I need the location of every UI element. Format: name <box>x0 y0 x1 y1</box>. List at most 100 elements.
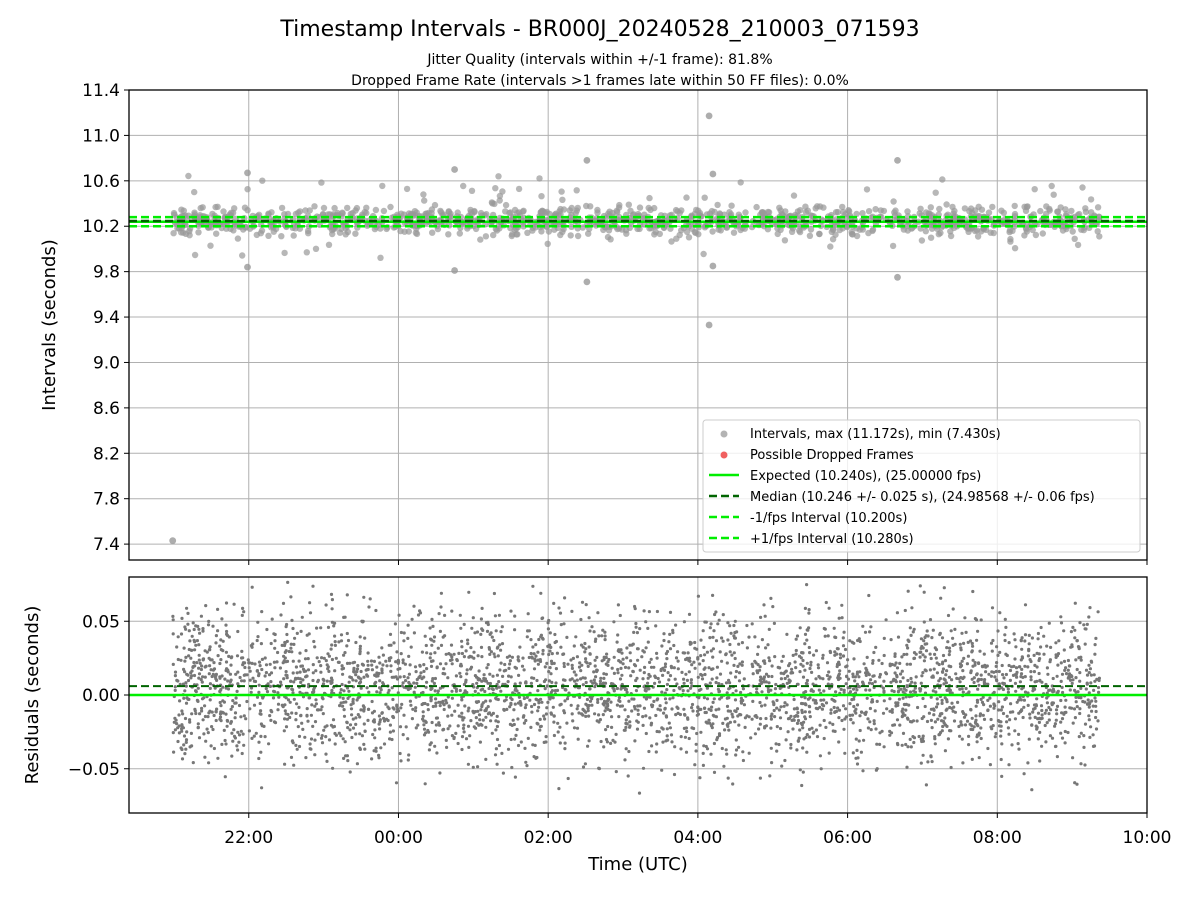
residual-point <box>921 736 925 741</box>
residual-point <box>932 708 936 712</box>
residual-point <box>851 672 855 676</box>
residual-point <box>655 651 659 656</box>
residual-point <box>540 700 544 704</box>
residual-point <box>624 725 628 730</box>
residual-point <box>257 674 261 678</box>
residual-point <box>940 712 944 716</box>
residual-point <box>200 706 204 711</box>
residual-point <box>413 709 418 713</box>
residual-point <box>422 675 426 679</box>
residual-point <box>1040 708 1044 713</box>
residual-point <box>767 681 771 685</box>
residual-point <box>843 717 847 721</box>
residual-point <box>629 674 633 678</box>
residual-point <box>647 672 651 677</box>
residual-point <box>749 736 753 740</box>
residual-point <box>1027 642 1031 646</box>
residual-point <box>239 715 243 719</box>
residual-point <box>210 658 214 662</box>
residual-point <box>624 718 628 722</box>
residual-point <box>463 690 468 695</box>
residual-point <box>1016 742 1020 746</box>
residual-point <box>671 631 675 635</box>
residual-point <box>699 638 703 642</box>
residual-point <box>494 747 498 751</box>
residual-point <box>486 622 490 627</box>
residual-point <box>342 689 346 693</box>
residual-point <box>447 705 451 709</box>
residual-point <box>649 723 653 727</box>
residual-point <box>284 712 288 716</box>
residual-point <box>428 656 432 660</box>
residual-point <box>1027 647 1031 651</box>
residual-point <box>535 721 539 726</box>
residual-point <box>978 712 983 716</box>
intervals-plot-frame <box>128 89 1148 561</box>
residual-point <box>171 662 175 667</box>
residual-point <box>903 702 907 707</box>
residual-point <box>926 760 930 764</box>
residual-point <box>730 653 734 657</box>
residual-point <box>553 689 558 693</box>
residual-point <box>413 685 417 689</box>
residual-point <box>461 726 466 731</box>
residual-point <box>676 667 680 671</box>
residual-point <box>1075 705 1079 709</box>
residual-point <box>586 664 590 669</box>
residual-point <box>609 700 613 704</box>
residual-point <box>948 705 952 710</box>
residual-point <box>705 697 710 701</box>
residual-point <box>252 679 256 683</box>
residual-point <box>311 584 315 588</box>
residual-point <box>929 755 933 759</box>
residual-point <box>272 660 276 664</box>
residual-point <box>808 651 812 655</box>
interval-point <box>989 203 996 211</box>
residual-point <box>224 660 229 664</box>
interval-point <box>937 229 944 237</box>
residual-point <box>456 724 460 728</box>
residual-point <box>333 669 337 673</box>
residual-point <box>431 659 435 663</box>
residual-point <box>644 731 648 736</box>
residual-point <box>733 720 737 724</box>
residual-point <box>589 679 593 683</box>
residual-point <box>526 612 530 616</box>
residual-point <box>260 724 264 728</box>
residual-point <box>469 667 473 671</box>
interval-point <box>1062 206 1069 213</box>
interval-point <box>974 233 982 240</box>
residual-point <box>516 743 521 748</box>
interval-point <box>259 177 266 184</box>
residual-point <box>816 666 821 670</box>
residual-point <box>588 687 592 691</box>
residual-point <box>940 662 945 666</box>
residual-point <box>401 661 405 665</box>
residual-point <box>699 707 703 712</box>
interval-point <box>574 204 581 212</box>
residual-point <box>577 711 581 715</box>
residual-point <box>805 682 809 686</box>
residual-point <box>563 699 567 703</box>
residual-point <box>655 729 659 734</box>
residual-point <box>1026 703 1030 708</box>
interval-point <box>816 203 824 210</box>
residual-point <box>430 686 434 691</box>
interval-point <box>827 243 834 250</box>
residual-point <box>905 716 910 720</box>
residual-point <box>1038 678 1042 683</box>
residual-point <box>475 681 479 685</box>
residual-point <box>558 725 562 729</box>
residual-point <box>483 679 487 683</box>
residual-point <box>1078 671 1082 675</box>
residual-point <box>511 718 515 722</box>
residual-point <box>646 640 650 644</box>
residual-point <box>346 759 350 763</box>
residual-point <box>308 747 312 751</box>
residual-point <box>1083 642 1087 646</box>
residual-point <box>464 649 468 653</box>
residual-point <box>402 675 406 679</box>
residual-point <box>679 735 683 739</box>
residual-point <box>982 717 987 722</box>
residual-point <box>295 631 299 636</box>
